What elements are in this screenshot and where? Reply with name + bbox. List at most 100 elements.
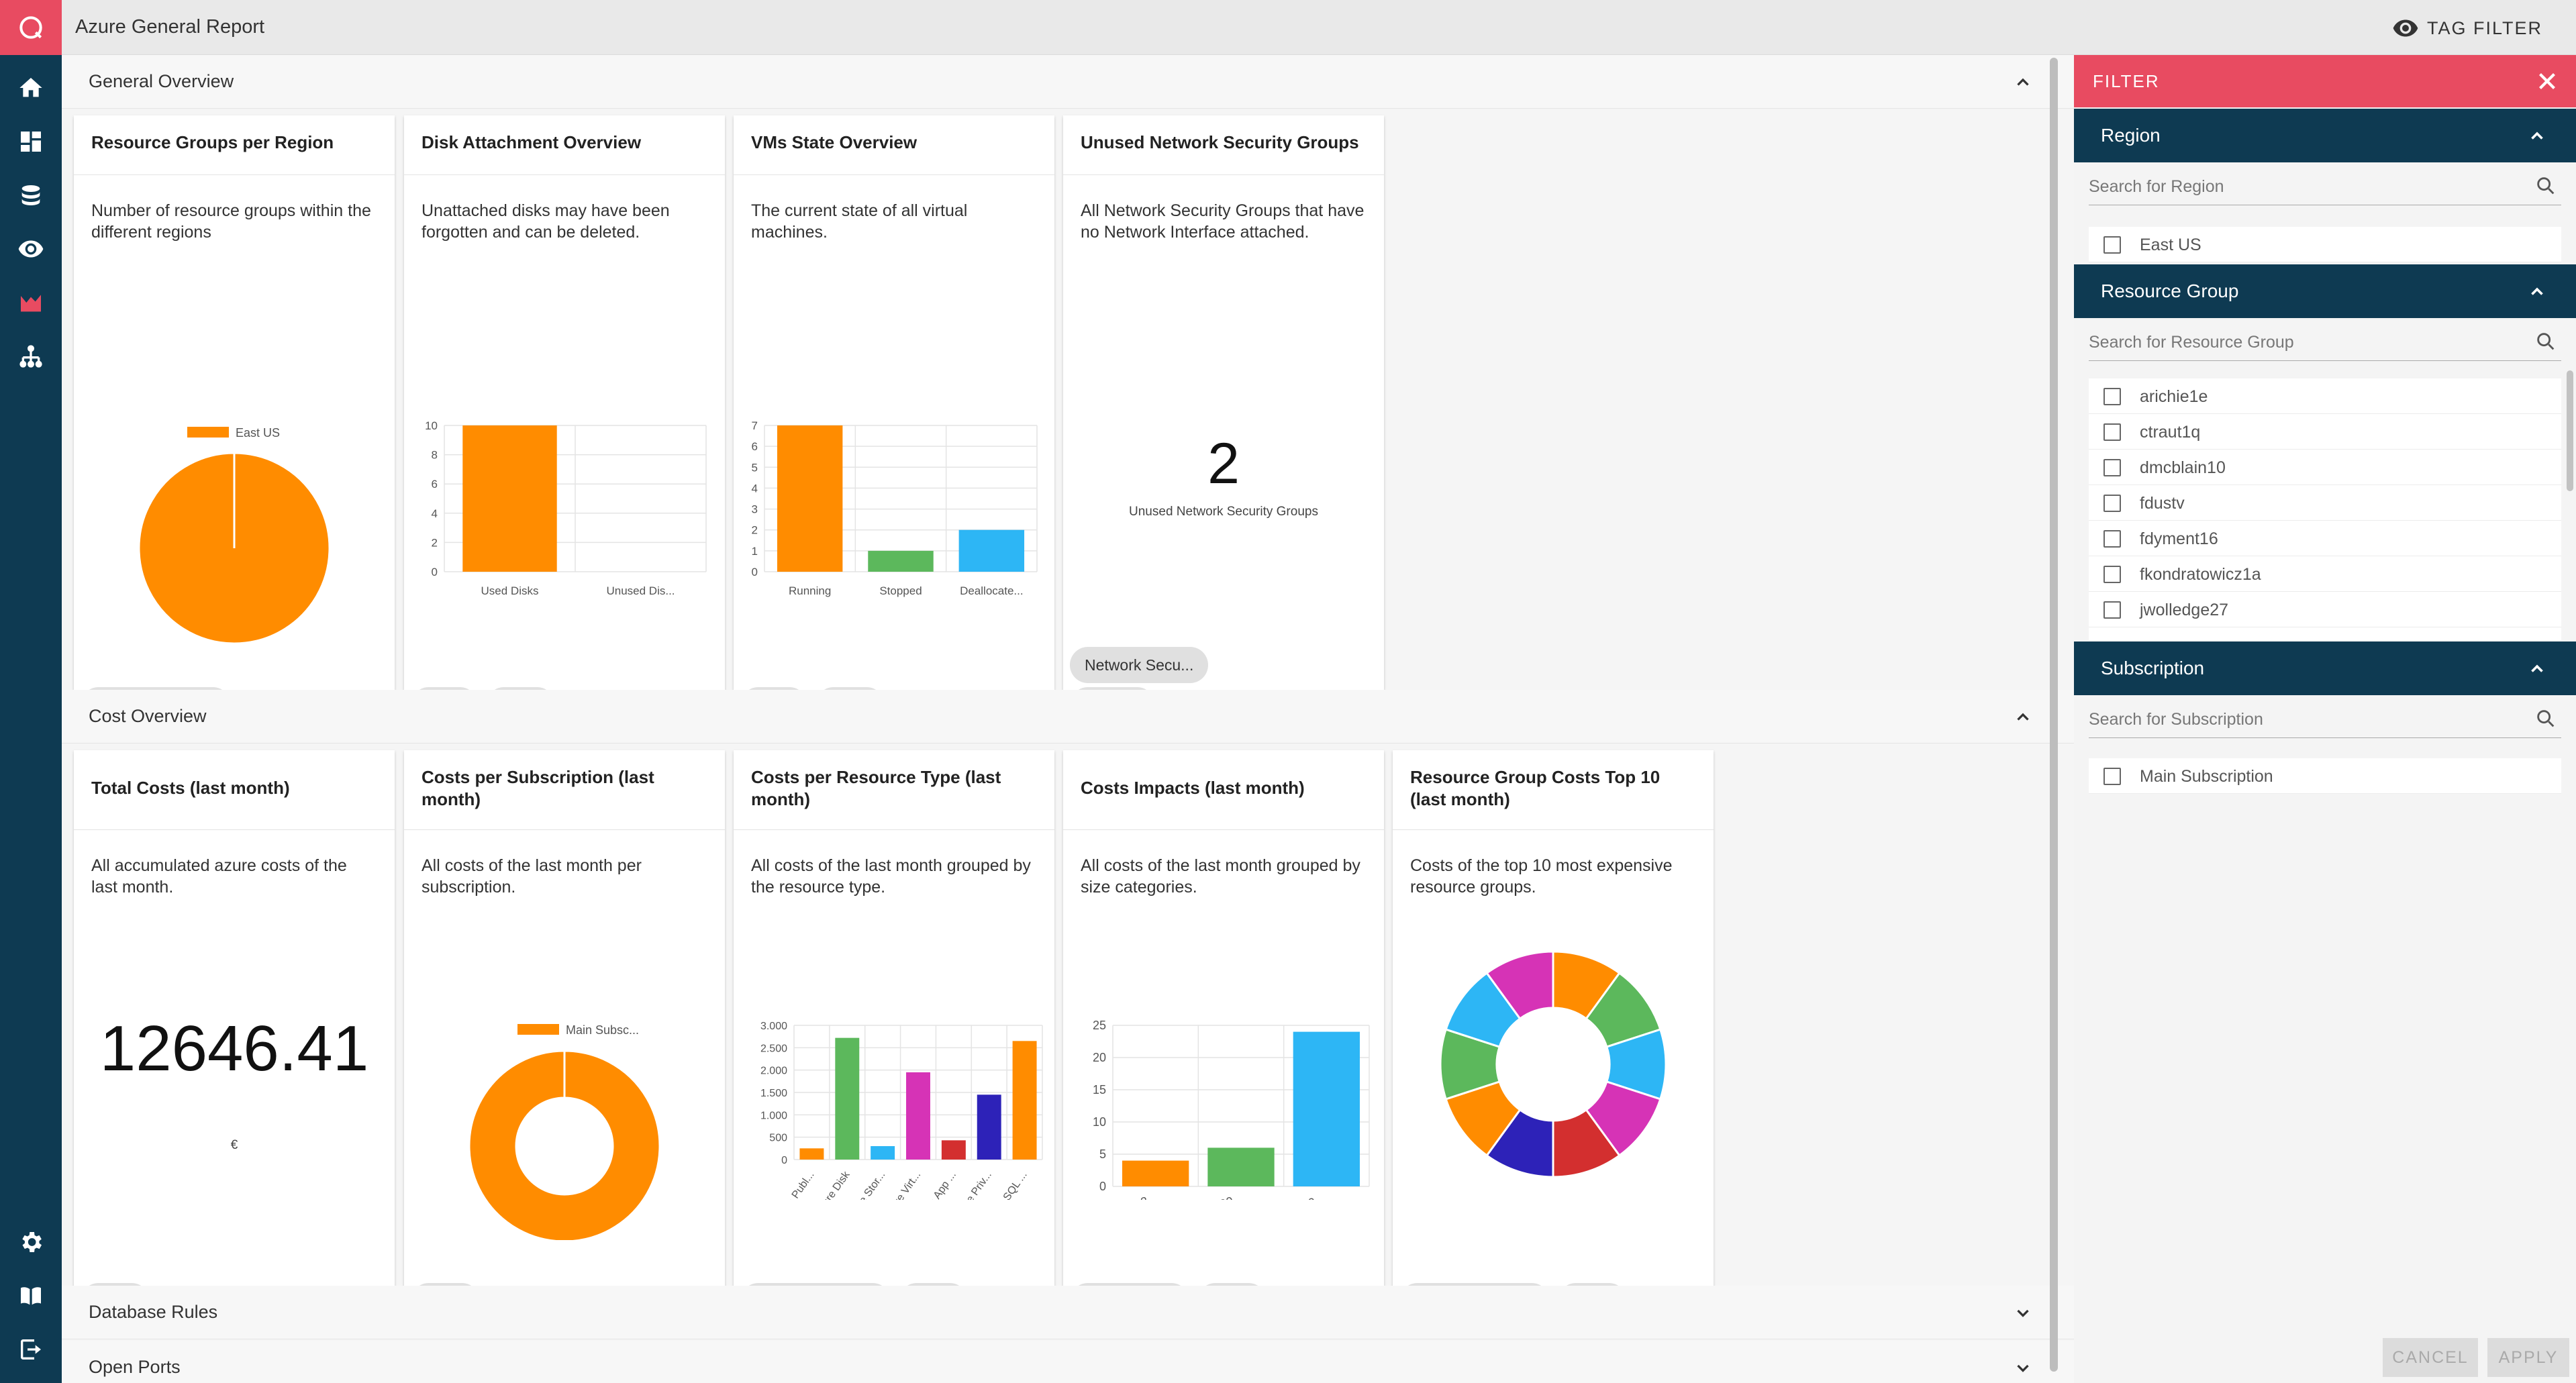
- checkbox[interactable]: [2103, 601, 2121, 619]
- region-search: [2089, 168, 2561, 205]
- region-list: East US: [2089, 227, 2561, 262]
- apply-button[interactable]: APPLY: [2487, 1338, 2569, 1377]
- filter-option-label: fkondratowicz1a: [2140, 565, 2261, 584]
- section-general-overview[interactable]: General Overview: [62, 55, 2082, 109]
- filter-option[interactable]: East US: [2089, 227, 2561, 262]
- subscription-search-input[interactable]: [2089, 706, 2518, 733]
- y-tick-label: 0: [1099, 1180, 1106, 1193]
- section-open-ports[interactable]: Open Ports: [62, 1341, 2082, 1383]
- x-tick-label: Azure Virt...: [882, 1170, 924, 1200]
- checkbox[interactable]: [2103, 566, 2121, 583]
- section-title: General Overview: [89, 71, 234, 91]
- filter-option-label: East US: [2140, 236, 2201, 254]
- checkbox[interactable]: [2103, 423, 2121, 441]
- y-tick-label: 5: [752, 461, 758, 474]
- checkbox[interactable]: [2103, 388, 2121, 405]
- resource-group-search-input[interactable]: [2089, 329, 2518, 356]
- filter-option[interactable]: fkondratowicz1a: [2089, 556, 2561, 592]
- logout-icon[interactable]: [0, 1323, 62, 1376]
- y-tick-label: 2: [752, 524, 758, 537]
- card-description: All costs of the last month per subscrip…: [422, 856, 642, 897]
- card-costs-impacts: Costs Impacts (last month) All costs of …: [1063, 750, 1384, 1327]
- resource-group-search: [2089, 323, 2561, 361]
- checkbox[interactable]: [2103, 495, 2121, 512]
- search-icon[interactable]: [2534, 330, 2557, 353]
- close-icon[interactable]: [2533, 67, 2561, 95]
- chevron-up-icon[interactable]: [2525, 656, 2549, 680]
- filter-option[interactable]: jwolledge27: [2089, 592, 2561, 627]
- legend-swatch: [517, 1024, 559, 1035]
- chevron-up-icon[interactable]: [2525, 279, 2549, 303]
- cancel-button[interactable]: CANCEL: [2383, 1338, 2478, 1377]
- impacts-bar-chart: 0510152025Low (0.0-2...Medium (20...High…: [1091, 1019, 1370, 1200]
- search-icon[interactable]: [2534, 707, 2557, 730]
- chevron-up-icon[interactable]: [2011, 705, 2035, 729]
- checkbox[interactable]: [2103, 459, 2121, 476]
- resource-group-list-scrollbar[interactable]: [2567, 370, 2573, 491]
- checkbox[interactable]: [2103, 530, 2121, 548]
- dashboard-icon[interactable]: [0, 115, 62, 168]
- bar: [1293, 1031, 1360, 1186]
- card-description: The current state of all virtual machine…: [751, 201, 968, 242]
- filter-option-label: dmcblain10: [2140, 458, 2226, 477]
- card-title: Total Costs (last month): [91, 778, 290, 798]
- chevron-up-icon[interactable]: [2011, 70, 2035, 94]
- y-tick-label: 20: [1093, 1051, 1106, 1064]
- filter-option-label: fdyment16: [2140, 529, 2218, 548]
- database-icon[interactable]: [0, 169, 62, 221]
- main-scrollbar[interactable]: [2050, 58, 2058, 1372]
- filter-option[interactable]: Main Subscription: [2089, 758, 2561, 794]
- tag-filter-button[interactable]: TAG FILTER: [2392, 15, 2542, 42]
- y-tick-label: 4: [432, 507, 438, 520]
- filter-section-region[interactable]: Region: [2074, 109, 2576, 162]
- tag-chip[interactable]: Network Secu...: [1070, 647, 1209, 683]
- search-icon[interactable]: [2534, 174, 2557, 197]
- filter-option[interactable]: arichie1e: [2089, 378, 2561, 414]
- report-content: General Overview Resource Groups per Reg…: [62, 55, 2082, 1383]
- filter-option[interactable]: dmcblain10: [2089, 450, 2561, 485]
- eye-icon[interactable]: [0, 223, 62, 275]
- disk-bar-chart: 0 2 4 6 8 10 Used Disks Unused Dis...: [425, 419, 707, 597]
- y-tick-label: 0: [752, 566, 758, 578]
- region-search-input[interactable]: [2089, 173, 2518, 200]
- subscription-donut-chart: Main Subsc...: [468, 1023, 661, 1240]
- filter-section-resource-group[interactable]: Resource Group: [2074, 264, 2576, 318]
- resource-group-list: arichie1e ctraut1q dmcblain10 fdustv fdyment…: [2089, 378, 2561, 640]
- card-title: Costs per Resource Type (last month): [751, 767, 1001, 809]
- chevron-down-icon[interactable]: [2011, 1355, 2035, 1380]
- section-database-rules[interactable]: Database Rules: [62, 1286, 2082, 1339]
- x-tick-label: Deallocate...: [960, 584, 1024, 597]
- chevron-down-icon[interactable]: [2011, 1300, 2035, 1325]
- home-icon[interactable]: [0, 62, 62, 114]
- hierarchy-icon[interactable]: [0, 330, 62, 382]
- checkbox[interactable]: [2103, 236, 2121, 254]
- area-chart-icon[interactable]: [0, 276, 62, 329]
- card-costs-per-subscription: Costs per Subscription (last month) All …: [404, 750, 725, 1327]
- settings-icon[interactable]: [0, 1216, 62, 1268]
- section-title: Open Ports: [89, 1357, 181, 1377]
- card-resource-groups-per-region: Resource Groups per Region Number of res…: [74, 115, 395, 731]
- y-tick-label: 1.000: [760, 1110, 787, 1121]
- book-icon[interactable]: [0, 1270, 62, 1322]
- app-logo-icon[interactable]: [0, 0, 62, 55]
- filter-option[interactable]: ctraut1q: [2089, 414, 2561, 450]
- filter-option[interactable]: fdustv: [2089, 485, 2561, 521]
- section-cost-overview[interactable]: Cost Overview: [62, 690, 2082, 744]
- card-total-costs: Total Costs (last month) All accumulated…: [74, 750, 395, 1327]
- bar: [868, 550, 934, 572]
- bar: [941, 1140, 966, 1160]
- pie-slice: [1485, 950, 1554, 1021]
- card-resource-group-costs-top10: Resource Group Costs Top 10 (last month)…: [1393, 750, 1714, 1327]
- filter-option-label: Main Subscription: [2140, 767, 2273, 786]
- filter-section-subscription[interactable]: Subscription: [2074, 642, 2576, 695]
- y-tick-label: 10: [425, 419, 438, 432]
- filter-option[interactable]: fdyment16: [2089, 521, 2561, 556]
- bar: [1207, 1147, 1275, 1186]
- bar: [958, 529, 1025, 572]
- filter-option-label: ctraut1q: [2140, 423, 2201, 442]
- legend-swatch: [187, 427, 229, 438]
- x-tick-label: Azure Publ...: [772, 1170, 816, 1200]
- checkbox[interactable]: [2103, 768, 2121, 785]
- chevron-up-icon[interactable]: [2525, 123, 2549, 148]
- x-tick-label: Azure App ...: [914, 1170, 958, 1200]
